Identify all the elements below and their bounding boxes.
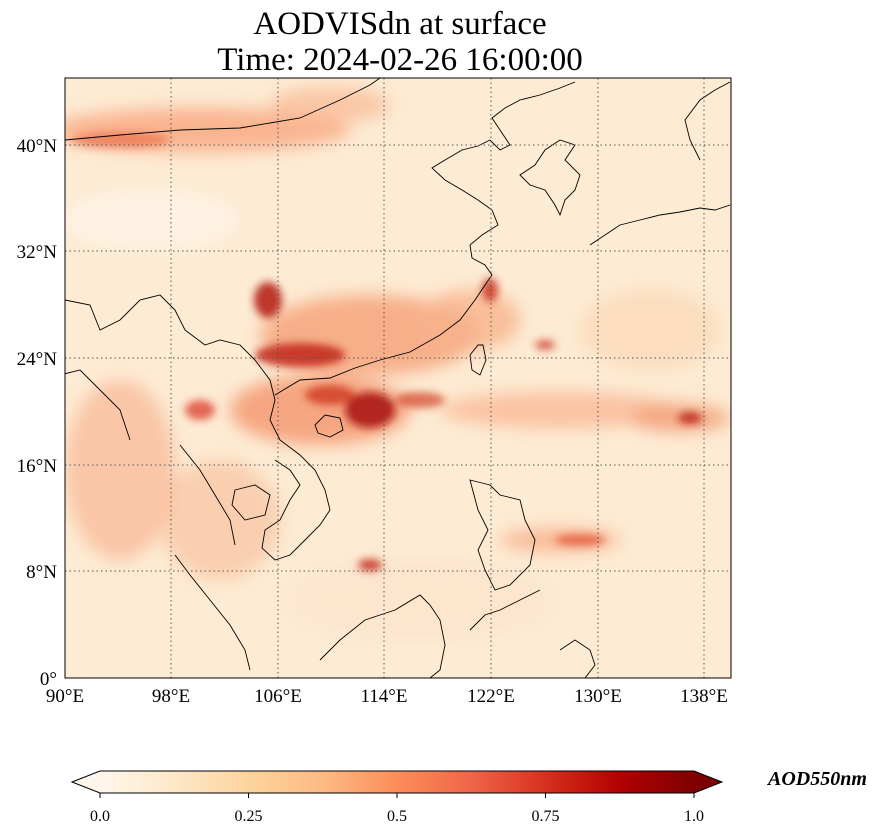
map-frame xyxy=(64,77,732,679)
lon-tick-label: 98°E xyxy=(152,686,190,707)
lat-tick-label: 0° xyxy=(40,669,57,690)
lon-tick-label: 138°E xyxy=(680,686,728,707)
lon-tick-label: 90°E xyxy=(46,686,84,707)
chart-title: AODVISdn at surface xyxy=(253,6,547,42)
colorbar-tick-label: 0.5 xyxy=(387,808,407,825)
colorbar-tick-label: 0.75 xyxy=(532,808,560,825)
lon-tick-label: 122°E xyxy=(467,686,515,707)
lat-tick-label: 8°N xyxy=(26,562,57,583)
lon-tick-label: 114°E xyxy=(361,686,408,707)
colorbar-tick-label: 0.0 xyxy=(90,808,110,825)
colorbar-extend-min xyxy=(72,771,100,793)
lon-tick-label: 130°E xyxy=(574,686,622,707)
lat-tick-label: 32°N xyxy=(17,242,58,263)
colorbar-extend-max xyxy=(694,771,722,793)
colorbar-gradient xyxy=(100,771,694,793)
aod-plumes-core xyxy=(70,132,702,571)
gridlines xyxy=(65,78,731,678)
lat-tick-labels: 0° 8°N 16°N 24°N 32°N 40°N xyxy=(17,136,58,690)
lon-tick-label: 106°E xyxy=(254,686,302,707)
lon-tick-labels: 90°E 98°E 106°E 114°E 122°E 130°E 138°E xyxy=(46,686,728,707)
aod-field xyxy=(65,78,731,678)
chart-subtitle-time: Time: 2024-02-26 16:00:00 xyxy=(217,42,583,78)
coastlines xyxy=(65,78,731,678)
colorbar: 0.0 0.25 0.5 0.75 1.0 xyxy=(70,770,724,825)
lat-tick-label: 40°N xyxy=(17,136,58,157)
colorbar-label: AOD550nm xyxy=(768,768,867,790)
lat-tick-label: 16°N xyxy=(17,456,58,477)
lat-tick-label: 24°N xyxy=(17,349,58,370)
colorbar-tick-label: 1.0 xyxy=(684,808,704,825)
aod-plumes-broad xyxy=(65,87,730,640)
colorbar-tick-label: 0.25 xyxy=(235,808,263,825)
